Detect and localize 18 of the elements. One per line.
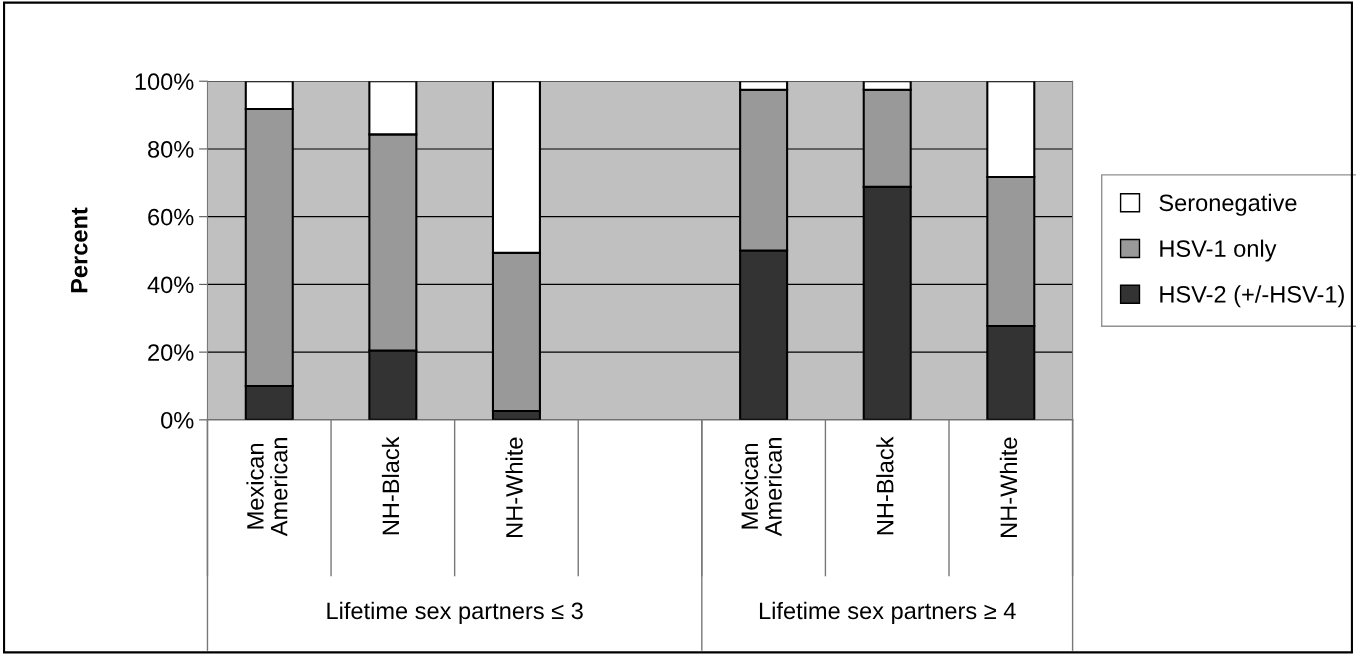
- y-tick-label: 80%: [148, 141, 194, 158]
- y-axis-title: Percent: [71, 207, 88, 293]
- x-tick-label: NH-Black: [876, 436, 894, 535]
- x-tick-label: NH-White: [505, 437, 523, 537]
- y-tick-label: 20%: [148, 344, 194, 361]
- legend-label: Seronegative: [1159, 193, 1297, 216]
- x-tick-label: Mexican American: [740, 438, 782, 537]
- x-tick-label: Mexican American: [246, 438, 288, 537]
- x-tick-label: NH-White: [999, 437, 1018, 537]
- text: Lifetime sex partners ≥ 4: [759, 601, 1016, 624]
- x-tick-label: NH-Black: [381, 436, 400, 535]
- y-tick-label: 100%: [135, 73, 194, 91]
- y-tick-label: 0%: [161, 411, 194, 429]
- text: Lifetime sex partners ≤ 3: [327, 601, 583, 624]
- legend-label: HSV-1 only: [1160, 239, 1277, 262]
- y-tick-label: 60%: [148, 208, 194, 226]
- y-tick-label: 40%: [147, 276, 194, 294]
- legend-label: HSV-2 (+/-HSV-1): [1160, 285, 1344, 308]
